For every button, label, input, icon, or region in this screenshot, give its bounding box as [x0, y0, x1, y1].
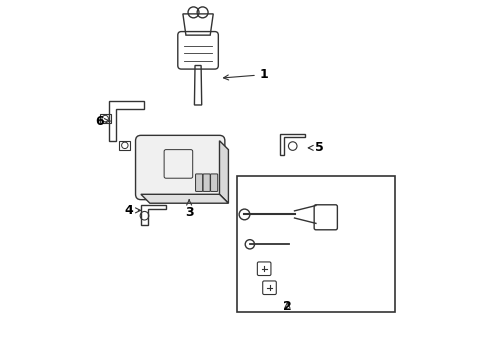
- Text: 5: 5: [307, 141, 323, 154]
- Text: 1: 1: [223, 68, 268, 81]
- FancyBboxPatch shape: [135, 135, 224, 200]
- Text: 3: 3: [184, 200, 193, 219]
- Polygon shape: [141, 194, 228, 203]
- Text: 6: 6: [95, 114, 110, 127]
- FancyBboxPatch shape: [210, 174, 217, 192]
- FancyBboxPatch shape: [195, 174, 203, 192]
- Text: 2: 2: [283, 300, 291, 313]
- Text: 4: 4: [124, 204, 140, 217]
- FancyBboxPatch shape: [203, 174, 210, 192]
- Polygon shape: [219, 141, 228, 203]
